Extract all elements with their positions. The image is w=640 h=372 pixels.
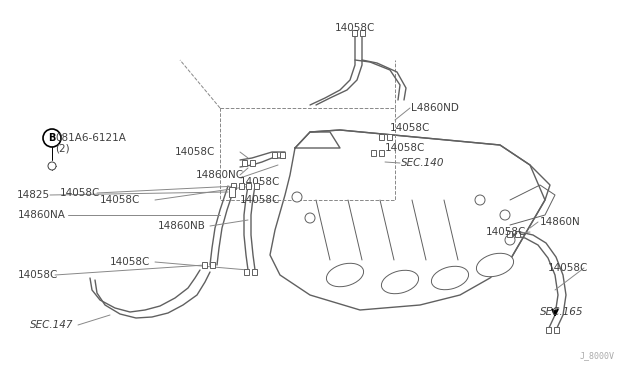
Text: B: B: [48, 133, 56, 143]
Text: 14860NA: 14860NA: [18, 210, 66, 220]
Bar: [280, 152, 285, 158]
Bar: [239, 183, 243, 189]
Bar: [378, 150, 383, 156]
Ellipse shape: [476, 253, 513, 277]
Bar: [241, 160, 246, 166]
Circle shape: [292, 192, 302, 202]
Bar: [515, 231, 520, 237]
Bar: [387, 134, 392, 140]
Text: 14058C: 14058C: [60, 188, 100, 198]
Bar: [243, 269, 248, 275]
Bar: [371, 150, 376, 156]
Text: 14058C: 14058C: [486, 227, 526, 237]
Text: L4860ND: L4860ND: [411, 103, 459, 113]
Text: 14058C: 14058C: [240, 177, 280, 187]
Text: J_8000V: J_8000V: [580, 351, 615, 360]
Text: SEC.165: SEC.165: [540, 307, 584, 317]
Text: 14058C: 14058C: [240, 195, 280, 205]
Ellipse shape: [431, 266, 468, 290]
Bar: [506, 231, 511, 237]
Ellipse shape: [326, 263, 364, 287]
Bar: [271, 152, 276, 158]
Bar: [378, 134, 383, 140]
Bar: [209, 262, 214, 268]
Bar: [202, 262, 207, 268]
Circle shape: [500, 210, 510, 220]
Text: 14058C: 14058C: [335, 23, 376, 33]
Bar: [229, 187, 235, 197]
Circle shape: [475, 195, 485, 205]
Bar: [554, 327, 559, 333]
Text: 14860NB: 14860NB: [158, 221, 206, 231]
Ellipse shape: [381, 270, 419, 294]
Circle shape: [43, 129, 61, 147]
Text: 14860NC: 14860NC: [196, 170, 244, 180]
Text: 14058C: 14058C: [548, 263, 588, 273]
Bar: [230, 183, 236, 189]
Text: 14058C: 14058C: [175, 147, 216, 157]
Text: 14058C: 14058C: [390, 123, 430, 133]
Bar: [252, 269, 257, 275]
Text: SEC.140: SEC.140: [401, 158, 445, 168]
Bar: [253, 183, 259, 189]
Bar: [246, 183, 250, 189]
Text: 14058C: 14058C: [385, 143, 426, 153]
Circle shape: [505, 235, 515, 245]
Text: 081A6-6121A: 081A6-6121A: [55, 133, 126, 143]
Text: 14825: 14825: [17, 190, 50, 200]
Text: (2): (2): [55, 143, 70, 153]
Text: 14058C: 14058C: [18, 270, 58, 280]
Bar: [545, 327, 550, 333]
Text: SEC.147: SEC.147: [30, 320, 74, 330]
Bar: [360, 30, 365, 36]
Circle shape: [305, 213, 315, 223]
Text: 14860N: 14860N: [540, 217, 580, 227]
Circle shape: [48, 162, 56, 170]
Text: 14058C: 14058C: [100, 195, 140, 205]
Bar: [351, 30, 356, 36]
Text: 14058C: 14058C: [110, 257, 150, 267]
Bar: [250, 160, 255, 166]
